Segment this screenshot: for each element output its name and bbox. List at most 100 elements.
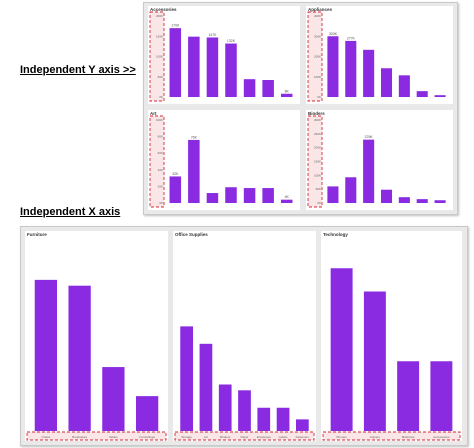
chart-plot: 100K 80K 60K 40K 20K 0K 32K 76K 4K: [149, 115, 293, 208]
data-label: 170K: [171, 24, 180, 28]
y-tick-label: 100K: [314, 173, 321, 177]
y-tick-label: 50K: [316, 187, 321, 191]
bar: [102, 367, 125, 431]
y-tick-label: 0K: [317, 95, 321, 99]
bar: [345, 40, 357, 97]
category-label: Copiers: [370, 435, 381, 439]
axis-highlight: [308, 116, 322, 207]
data-label: 229K: [365, 135, 374, 139]
bar: [180, 326, 194, 431]
category-label: Bookcases: [72, 435, 87, 439]
axis-highlight-border: [322, 431, 461, 441]
category-label: Furnishings: [139, 435, 155, 439]
chart-title: Art: [150, 111, 157, 116]
bar: [68, 285, 91, 431]
data-label: 300K: [329, 32, 338, 36]
chart-plot: 300K 250K 200K 150K 100K 50K 0K 229K: [307, 115, 446, 208]
bar: [206, 193, 219, 203]
chart-panel-office-supplies: Office Supplies Storage Art Binders Paper En…: [173, 231, 316, 441]
bar: [206, 37, 219, 97]
bar: [345, 177, 357, 203]
y-tick-label: 100K: [314, 75, 321, 79]
bar: [430, 361, 453, 431]
independent-x-caption: Independent X axis: [20, 206, 121, 218]
y-tick-label: 400K: [314, 14, 321, 18]
independent-y-figure: Accessories 200K 150K 100K 50K 0K 170K 147K 132…: [143, 2, 458, 215]
y-tick-label: 150K: [314, 160, 321, 164]
bar: [238, 390, 251, 431]
bar: [416, 199, 428, 203]
y-tick-label: 100K: [156, 118, 163, 122]
bar: [380, 68, 393, 97]
chart-panel-appliances: Appliances 400K 300K 200K 100K 0K 300K 277K: [306, 6, 453, 104]
bar: [363, 291, 386, 431]
axis-highlight: [323, 432, 460, 440]
y-tick-label: 300K: [314, 34, 321, 38]
bar: [225, 187, 237, 203]
category-label: Art: [204, 435, 208, 439]
chart-panel-binders: Binders 300K 250K 200K 150K 100K 50K 0K 229K: [306, 110, 453, 210]
chart-plot: Phones Copiers Machines Accessories: [322, 268, 461, 441]
y-tick-label: 50K: [158, 75, 163, 79]
category-label: Tables: [109, 435, 118, 439]
bar: [434, 200, 446, 203]
axis-highlight-border: [307, 11, 323, 102]
bar: [262, 188, 274, 203]
y-tick-label: 100K: [156, 55, 163, 59]
category-label: Envelopes: [257, 435, 272, 439]
y-tick-label: 250K: [314, 132, 321, 136]
y-tick-label: 80K: [158, 135, 163, 139]
axis-highlight: [150, 12, 164, 101]
category-label: Labels: [279, 435, 288, 439]
bar: [434, 95, 446, 97]
category-label: Chairs: [42, 435, 51, 439]
category-label: Paper: [240, 435, 248, 439]
chart-panel-furniture: Furniture Chairs Bookcases Tables Furnishin…: [25, 231, 168, 441]
category-label: Machines: [402, 435, 415, 439]
chart-panel-accessories: Accessories 200K 150K 100K 50K 0K 170K 147K 132…: [148, 6, 300, 104]
bar: [188, 36, 200, 97]
chart-title: Furniture: [27, 232, 47, 237]
bar: [327, 186, 339, 203]
y-tick-label: 40K: [158, 168, 163, 172]
bar: [243, 188, 256, 203]
axis-highlight: [27, 432, 166, 440]
y-tick-label: 20K: [158, 184, 163, 188]
data-label: 277K: [347, 36, 356, 40]
bar: [380, 189, 393, 203]
bar: [135, 396, 159, 431]
data-label: 4K: [285, 195, 290, 199]
y-tick-label: 200K: [314, 146, 321, 150]
axis-highlight-border: [149, 11, 165, 102]
axis-highlight: [308, 12, 322, 101]
bar: [169, 176, 182, 203]
bar: [280, 93, 293, 97]
independent-y-caption: Independent Y axis >>: [20, 64, 136, 76]
axis-highlight-border: [307, 115, 323, 208]
category-label: Storage: [181, 435, 192, 439]
chart-plot: 200K 150K 100K 50K 0K 170K 147K 132K 8K: [149, 11, 293, 102]
y-tick-label: 200K: [314, 55, 321, 59]
y-tick-label: 200K: [156, 14, 163, 18]
data-label: 132K: [227, 39, 236, 43]
chart-title: Office Supplies: [175, 232, 208, 237]
independent-x-figure: Furniture Chairs Bookcases Tables Furnishin…: [20, 226, 468, 446]
chart-title: Accessories: [150, 7, 177, 12]
axis-highlight-border: [174, 431, 315, 441]
bar: [34, 279, 58, 431]
axis-highlight-border: [26, 431, 167, 441]
chart-title: Appliances: [308, 7, 333, 12]
y-tick-label: 60K: [158, 151, 163, 155]
bar: [276, 407, 290, 431]
bar: [363, 139, 375, 203]
bar: [416, 91, 428, 97]
data-label: 76K: [191, 135, 198, 139]
y-tick-label: 0K: [159, 201, 163, 205]
data-label: 147K: [208, 33, 217, 37]
axis-highlight-border: [149, 115, 165, 208]
bar: [257, 407, 271, 431]
chart-plot: 400K 300K 200K 100K 0K 300K 277K: [307, 11, 446, 102]
bar: [188, 139, 200, 203]
y-tick-label: 0K: [159, 95, 163, 99]
chart-title: Technology: [323, 232, 348, 237]
